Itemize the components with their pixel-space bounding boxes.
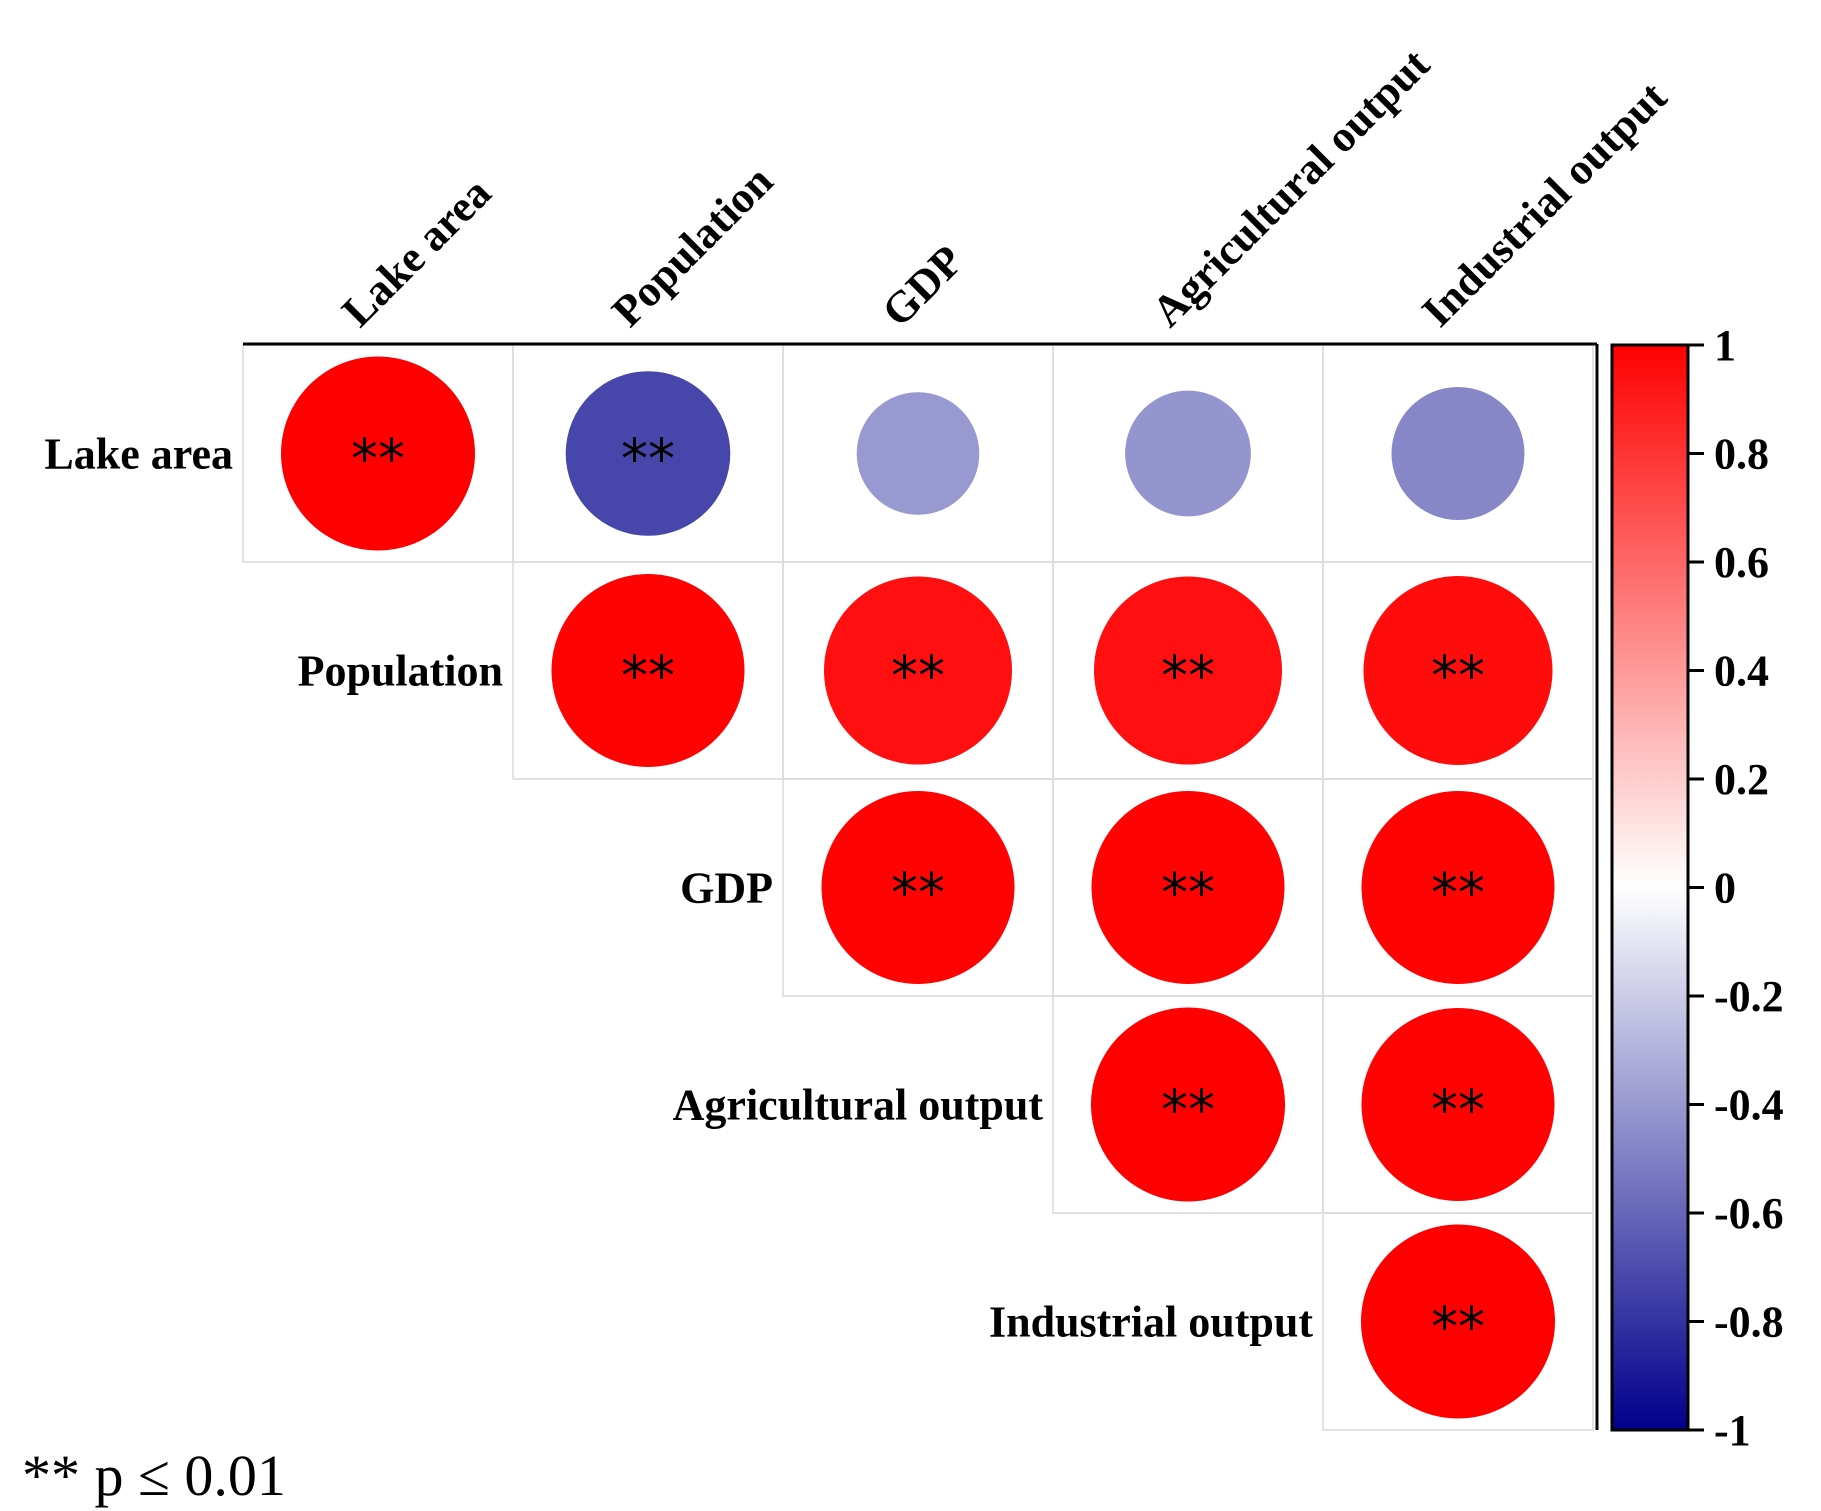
corr-circle-0-4: [1391, 387, 1525, 520]
colorbar: 1 0.8 0.6 0.4 0.2 0 -0.2 -0.4 -0.6 -0.8 -1: [1610, 321, 1784, 1455]
colorbar-tick-label-4: 0.2: [1714, 755, 1769, 804]
corr-circle-4-4: [1361, 1224, 1555, 1419]
cell-4-4: [1322, 1212, 1594, 1431]
colorbar-tick-label-7: -0.4: [1714, 1081, 1784, 1130]
corr-circle-0-1: [565, 371, 731, 536]
colorbar-tick-label-9: -0.8: [1714, 1298, 1784, 1347]
column-label-1: Population: [602, 156, 782, 336]
significance-mark-2-3: **: [1161, 862, 1215, 925]
row-label-3: Agricultural output: [673, 1081, 1044, 1130]
significance-mark-2-2: **: [891, 862, 945, 925]
corr-circle-1-2: [824, 576, 1012, 765]
corr-circle-1-4: [1363, 576, 1553, 765]
significance-mark-3-3: **: [1161, 1079, 1215, 1142]
corr-circle-1-3: [1094, 576, 1282, 765]
corr-circle-2-2: [821, 791, 1015, 984]
corr-circle-3-3: [1091, 1007, 1285, 1202]
row-label-2: GDP: [680, 864, 773, 913]
grid-lines: [242, 342, 1599, 1431]
significance-footnote: ** p ≤ 0.01: [22, 1443, 286, 1508]
colorbar-tick-label-8: -0.6: [1714, 1189, 1784, 1238]
row-label-1: Population: [298, 647, 503, 696]
colorbar-tick-label-6: -0.2: [1714, 972, 1784, 1021]
column-label-3: Agricultural output: [1142, 39, 1439, 336]
significance-mark-1-2: **: [891, 645, 945, 708]
correlation-circles: ** ** ** ** ** ** ** ** ** ** ** **: [281, 356, 1555, 1419]
corr-circle-1-1: [551, 574, 745, 767]
corr-circle-0-0: [281, 356, 475, 551]
column-label-2: GDP: [872, 236, 972, 336]
significance-mark-1-1: **: [621, 645, 675, 708]
column-label-0: Lake area: [332, 168, 500, 336]
corr-circle-0-2: [856, 392, 980, 515]
significance-mark-0-1: **: [621, 428, 675, 491]
significance-mark-3-4: **: [1431, 1079, 1485, 1142]
significance-mark-0-0: **: [351, 428, 405, 491]
significance-mark-4-4: **: [1431, 1296, 1485, 1359]
row-label-0: Lake area: [44, 430, 233, 479]
colorbar-tick-label-10: -1: [1714, 1406, 1751, 1455]
colorbar-tick-label-0: 1: [1714, 321, 1736, 370]
column-label-4: Industrial output: [1412, 72, 1676, 336]
corr-circle-0-3: [1125, 390, 1251, 517]
significance-mark-1-4: **: [1431, 645, 1485, 708]
colorbar-tick-label-5: 0: [1714, 864, 1736, 913]
significance-mark-2-4: **: [1431, 862, 1485, 925]
colorbar-tick-label-1: 0.8: [1714, 430, 1769, 479]
colorbar-gradient: [1610, 343, 1690, 1432]
colorbar-tick-label-2: 0.6: [1714, 538, 1769, 587]
corr-circle-2-4: [1361, 791, 1555, 984]
corr-circle-3-4: [1361, 1008, 1555, 1201]
row-label-4: Industrial output: [989, 1298, 1313, 1347]
corr-circle-2-3: [1091, 791, 1285, 984]
colorbar-tick-label-3: 0.4: [1714, 647, 1769, 696]
significance-mark-1-3: **: [1161, 645, 1215, 708]
